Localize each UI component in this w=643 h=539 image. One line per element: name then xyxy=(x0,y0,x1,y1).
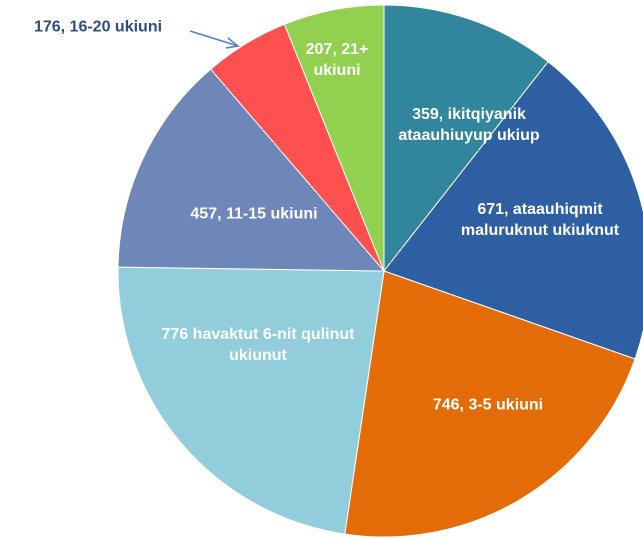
pie-slice xyxy=(283,4,385,272)
data-label: 207, 21+ ukiuni xyxy=(305,41,369,79)
pie-slice xyxy=(383,60,643,360)
data-label: 746, 3-5 ukiuni xyxy=(432,396,544,414)
data-label: 671, ataauhiqmit maluruknut ukiuknut xyxy=(460,201,620,239)
data-label: 457, 11-15 ukiuni xyxy=(190,205,318,223)
callout-arrow xyxy=(189,30,239,47)
pie-slice xyxy=(383,4,549,273)
pie-slice xyxy=(344,270,636,538)
data-label: 176, 16-20 ukiuni xyxy=(33,18,163,36)
data-label: 359, ikitqiyanik ataauhiuyup ukiup xyxy=(398,106,540,144)
pie-slice xyxy=(117,68,386,272)
pie-slice xyxy=(117,266,385,535)
callout-arrowhead xyxy=(225,37,240,49)
data-label: 776 havaktut 6-nit qulinut ukiunut xyxy=(161,326,355,364)
